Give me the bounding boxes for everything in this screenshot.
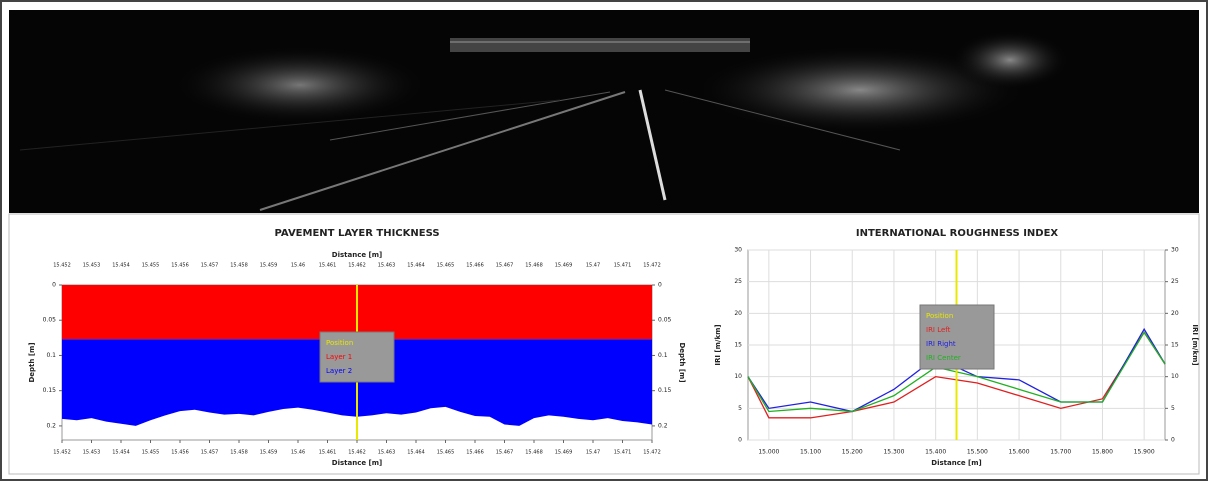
y-tick-label: 15 — [734, 342, 742, 349]
legend-entry: Position — [326, 339, 353, 347]
y-axis-label: Depth [m] — [28, 342, 36, 382]
view: PAVEMENT LAYER THICKNESS00.050.10.150.20… — [0, 0, 1208, 481]
y-tick-label: 20 — [734, 310, 742, 317]
x-tick-label: 15.453 — [83, 450, 101, 456]
x-tick-label: 15.464 — [407, 450, 425, 456]
x-tick-label: 15.900 — [1134, 449, 1155, 456]
y2-tick-label: 0.15 — [658, 387, 672, 394]
legend-entry: IRI Right — [926, 340, 956, 348]
x-tick-label: 15.200 — [842, 449, 863, 456]
legend-entry: Layer 1 — [326, 353, 352, 361]
x-tick-label: 15.467 — [496, 450, 514, 456]
y-tick-label: 5 — [738, 405, 742, 412]
x-tick-label: 15.452 — [53, 263, 71, 269]
x-axis-label: Distance [m] — [332, 459, 382, 467]
x-axis-label: Distance [m] — [931, 459, 981, 467]
x-tick-label: 15.459 — [260, 450, 278, 456]
y2-tick-label: 15 — [1171, 342, 1179, 349]
x-tick-label: 15.468 — [525, 450, 543, 456]
x-tick-label: 15.452 — [53, 450, 71, 456]
y-tick-label: 0 — [738, 437, 742, 444]
x-tick-label: 15.458 — [230, 450, 248, 456]
x-tick-label: 15.47 — [586, 450, 600, 456]
y-tick-label: 30 — [734, 247, 742, 254]
x-tick-label: 15.465 — [437, 263, 455, 269]
x-tick-label: 15.471 — [614, 263, 632, 269]
y2-tick-label: 25 — [1171, 278, 1179, 285]
x-tick-label: 15.472 — [643, 450, 661, 456]
x-tick-label: 15.300 — [883, 449, 904, 456]
x-tick-label: 15.461 — [319, 450, 337, 456]
x-tick-label: 15.47 — [586, 263, 600, 269]
x-tick-label: 15.469 — [555, 263, 573, 269]
x-axis-label: Distance [m] — [332, 251, 382, 259]
y-tick-label: 0.15 — [43, 387, 57, 394]
x-tick-label: 15.454 — [112, 263, 130, 269]
y-tick-label: 0.05 — [43, 317, 57, 324]
legend-entry: Position — [926, 312, 953, 320]
x-tick-label: 15.466 — [466, 450, 484, 456]
chart-title: PAVEMENT LAYER THICKNESS — [274, 228, 439, 239]
x-tick-label: 15.454 — [112, 450, 130, 456]
x-tick-label: 15.467 — [496, 263, 514, 269]
lidar-image — [9, 10, 1199, 213]
y-tick-label: 0.2 — [46, 422, 56, 429]
x-tick-label: 15.46 — [291, 450, 305, 456]
screen: PAVEMENT LAYER THICKNESS00.050.10.150.20… — [0, 0, 1208, 481]
x-tick-label: 15.463 — [378, 450, 396, 456]
y-axis-label: IRI [m/km] — [714, 324, 722, 365]
legend-entry: IRI Center — [926, 354, 961, 362]
x-tick-label: 15.453 — [83, 263, 101, 269]
y2-tick-label: 30 — [1171, 247, 1179, 254]
x-tick-label: 15.700 — [1050, 449, 1071, 456]
x-tick-label: 15.464 — [407, 263, 425, 269]
x-tick-label: 15.466 — [466, 263, 484, 269]
x-tick-label: 15.457 — [201, 263, 219, 269]
x-tick-label: 15.456 — [171, 450, 189, 456]
y2-tick-label: 0 — [1171, 437, 1175, 444]
y-tick-label: 0.1 — [46, 352, 56, 359]
y2-tick-label: 10 — [1171, 373, 1179, 380]
x-tick-label: 15.000 — [758, 449, 779, 456]
y2-tick-label: 0.05 — [658, 317, 672, 324]
y-tick-label: 10 — [734, 373, 742, 380]
x-tick-label: 15.400 — [925, 449, 946, 456]
x-tick-label: 15.468 — [525, 263, 543, 269]
x-tick-label: 15.459 — [260, 263, 278, 269]
y-tick-label: 25 — [734, 278, 742, 285]
legend-entry: IRI Left — [926, 326, 951, 334]
x-tick-label: 15.465 — [437, 450, 455, 456]
y2-tick-label: 0.1 — [658, 352, 668, 359]
x-tick-label: 15.46 — [291, 263, 305, 269]
x-tick-label: 15.500 — [967, 449, 988, 456]
y2-axis-label: IRI [m/km] — [1191, 324, 1199, 365]
x-tick-label: 15.455 — [142, 263, 160, 269]
y2-tick-label: 0.2 — [658, 422, 668, 429]
chart-title: INTERNATIONAL ROUGHNESS INDEX — [856, 228, 1059, 239]
y2-tick-label: 5 — [1171, 405, 1175, 412]
x-tick-label: 15.600 — [1009, 449, 1030, 456]
x-tick-label: 15.100 — [800, 449, 821, 456]
x-tick-label: 15.457 — [201, 450, 219, 456]
y-tick-label: 0 — [52, 282, 56, 289]
legend-entry: Layer 2 — [326, 367, 352, 375]
x-tick-label: 15.463 — [378, 263, 396, 269]
x-tick-label: 15.800 — [1092, 449, 1113, 456]
y2-axis-label: Depth [m] — [678, 342, 686, 382]
x-tick-label: 15.462 — [348, 263, 366, 269]
x-tick-label: 15.456 — [171, 263, 189, 269]
x-tick-label: 15.469 — [555, 450, 573, 456]
y2-tick-label: 20 — [1171, 310, 1179, 317]
x-tick-label: 15.461 — [319, 263, 337, 269]
x-tick-label: 15.458 — [230, 263, 248, 269]
x-tick-label: 15.455 — [142, 450, 160, 456]
x-tick-label: 15.472 — [643, 263, 661, 269]
x-tick-label: 15.462 — [348, 450, 366, 456]
x-tick-label: 15.471 — [614, 450, 632, 456]
y2-tick-label: 0 — [658, 282, 662, 289]
